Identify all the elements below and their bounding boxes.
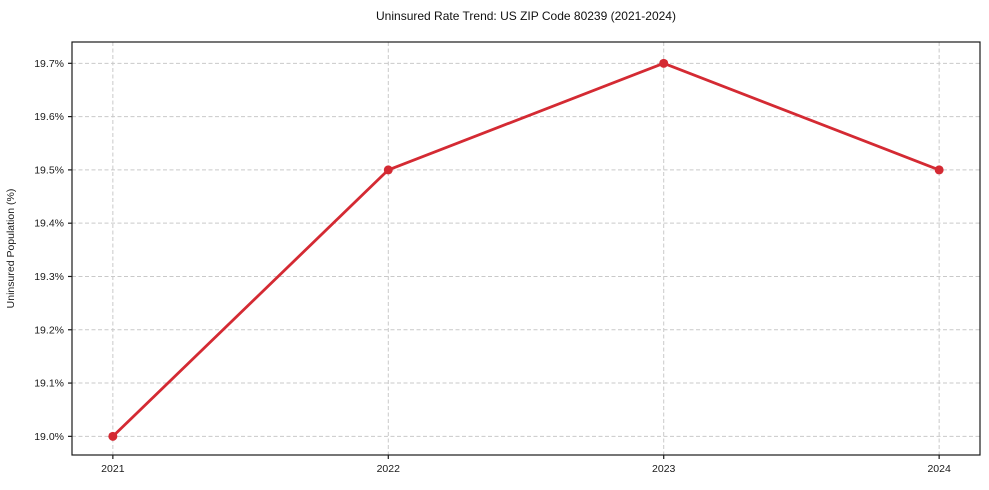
tick-label-layer: 19.0% 19.1% 19.2% 19.3% 19.4% 19.5% 19.6% 19.7%… <box>34 58 951 475</box>
series-layer <box>108 58 944 441</box>
x-tick-label: 2023 <box>652 463 676 475</box>
axes-layer <box>68 41 981 459</box>
y-tick-label: 19.1% <box>34 378 64 390</box>
chart-title: Uninsured Rate Trend: US ZIP Code 80239 … <box>376 9 676 23</box>
plot-border <box>71 41 981 456</box>
x-tick-label: 2024 <box>927 463 951 475</box>
data-point-marker <box>108 431 118 441</box>
y-tick-label: 19.6% <box>34 111 64 123</box>
y-tick-label: 19.4% <box>34 218 64 230</box>
data-point-marker <box>383 165 393 175</box>
grid-layer <box>72 42 980 455</box>
y-tick-label: 19.7% <box>34 58 64 70</box>
x-tick-label: 2022 <box>377 463 401 475</box>
y-tick-label: 19.2% <box>34 324 64 336</box>
data-point-marker <box>659 58 669 68</box>
y-tick-label: 19.3% <box>34 271 64 283</box>
y-tick-label: 19.0% <box>34 431 64 443</box>
y-tick-label: 19.5% <box>34 164 64 176</box>
y-axis-label: Uninsured Population (%) <box>5 189 17 309</box>
trend-line <box>111 61 941 438</box>
data-point-marker <box>934 165 944 175</box>
x-tick-label: 2021 <box>101 463 125 475</box>
